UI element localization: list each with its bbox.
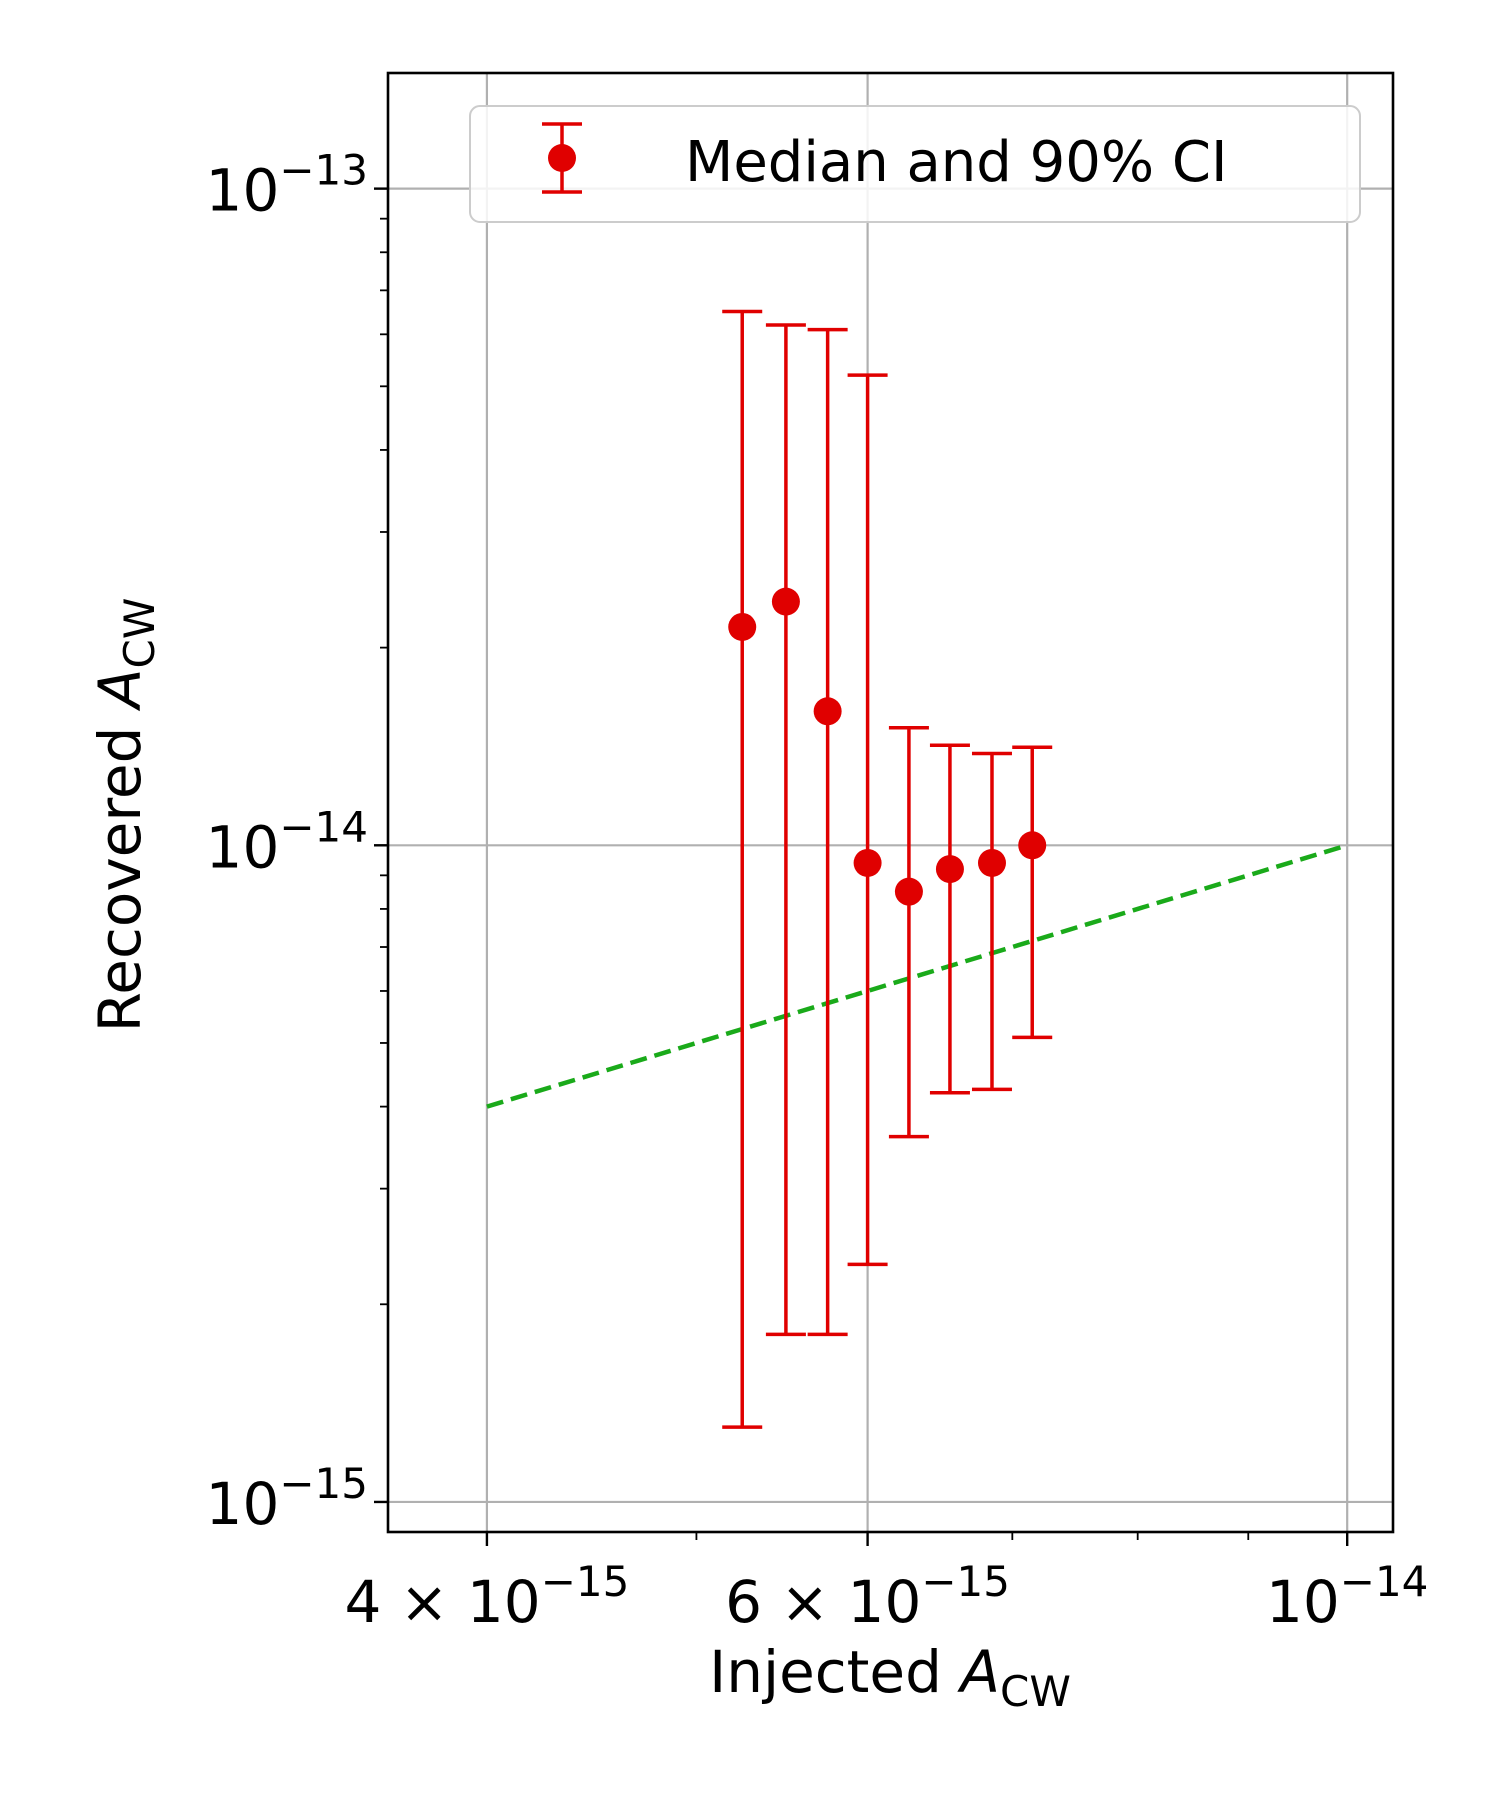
data-point-group: [929, 743, 970, 1095]
x-axis-label: Injected ACW: [709, 1638, 1071, 1716]
median-point: [771, 587, 800, 616]
y-tick-label-base: 10: [206, 157, 280, 225]
errorbar-series: [722, 309, 1053, 1429]
axes-frame: [386, 71, 1395, 1534]
x-tick-label-base: 10: [848, 1568, 922, 1636]
legend-median-point: [548, 144, 576, 172]
y-axis-label-prefix: Recovered: [86, 708, 154, 1032]
median-point: [935, 855, 964, 884]
median-point: [1018, 831, 1047, 860]
x-tick-label-base: 10: [467, 1568, 541, 1636]
data-point-group: [765, 323, 806, 1337]
x-tick-label-mantissa: 6 ×: [725, 1568, 847, 1636]
median-point: [894, 877, 923, 906]
data-point-group: [847, 373, 888, 1267]
data-point-group: [722, 309, 763, 1429]
y-axis-label-subscript: CW: [115, 598, 164, 669]
x-tick-label: 10−14: [1266, 1557, 1428, 1636]
grid: [388, 73, 1393, 1532]
median-point: [853, 848, 882, 877]
legend-label: Median and 90% CI: [685, 130, 1228, 195]
x-axis-label-symbol: A: [956, 1638, 1000, 1706]
y-tick-label-exponent: −15: [279, 1459, 368, 1508]
data-point-group: [971, 751, 1012, 1092]
x-tick-label: 4 × 10−15: [345, 1557, 630, 1636]
legend-box: [469, 105, 1361, 223]
x-axis-label-prefix: Injected: [709, 1638, 960, 1706]
x-tick-label: 6 × 10−15: [725, 1557, 1010, 1636]
x-tick-label-exponent: −14: [1340, 1557, 1429, 1606]
x-axis-label-subscript: CW: [1000, 1667, 1071, 1716]
y-tick-label: 10−13: [206, 146, 368, 225]
y-tick-label: 10−15: [206, 1459, 368, 1538]
y-tick-label: 10−14: [206, 802, 368, 881]
x-tick-label-mantissa: 4 ×: [345, 1568, 467, 1636]
data-point-group: [888, 726, 929, 1139]
y-axis-label: Recovered ACW: [86, 598, 164, 1033]
x-tick-label-exponent: −15: [921, 1557, 1010, 1606]
median-point: [813, 697, 842, 726]
y-tick-label-exponent: −13: [279, 146, 368, 195]
legend: Median and 90% CI: [469, 105, 1361, 223]
median-point: [977, 848, 1006, 877]
y-axis-label-symbol: A: [86, 668, 154, 712]
data-point-group: [807, 327, 848, 1337]
y-tick-label-base: 10: [206, 1470, 280, 1538]
legend-errorbar-marker: [542, 122, 582, 194]
x-tick-label-exponent: −15: [541, 1557, 630, 1606]
data-point-group: [1012, 745, 1053, 1040]
x-tick-label-base: 10: [1266, 1568, 1340, 1636]
y-tick-label-base: 10: [206, 813, 280, 881]
y-tick-label-exponent: −14: [279, 802, 368, 851]
plot-frame: [386, 71, 1395, 1534]
median-point: [728, 612, 757, 641]
